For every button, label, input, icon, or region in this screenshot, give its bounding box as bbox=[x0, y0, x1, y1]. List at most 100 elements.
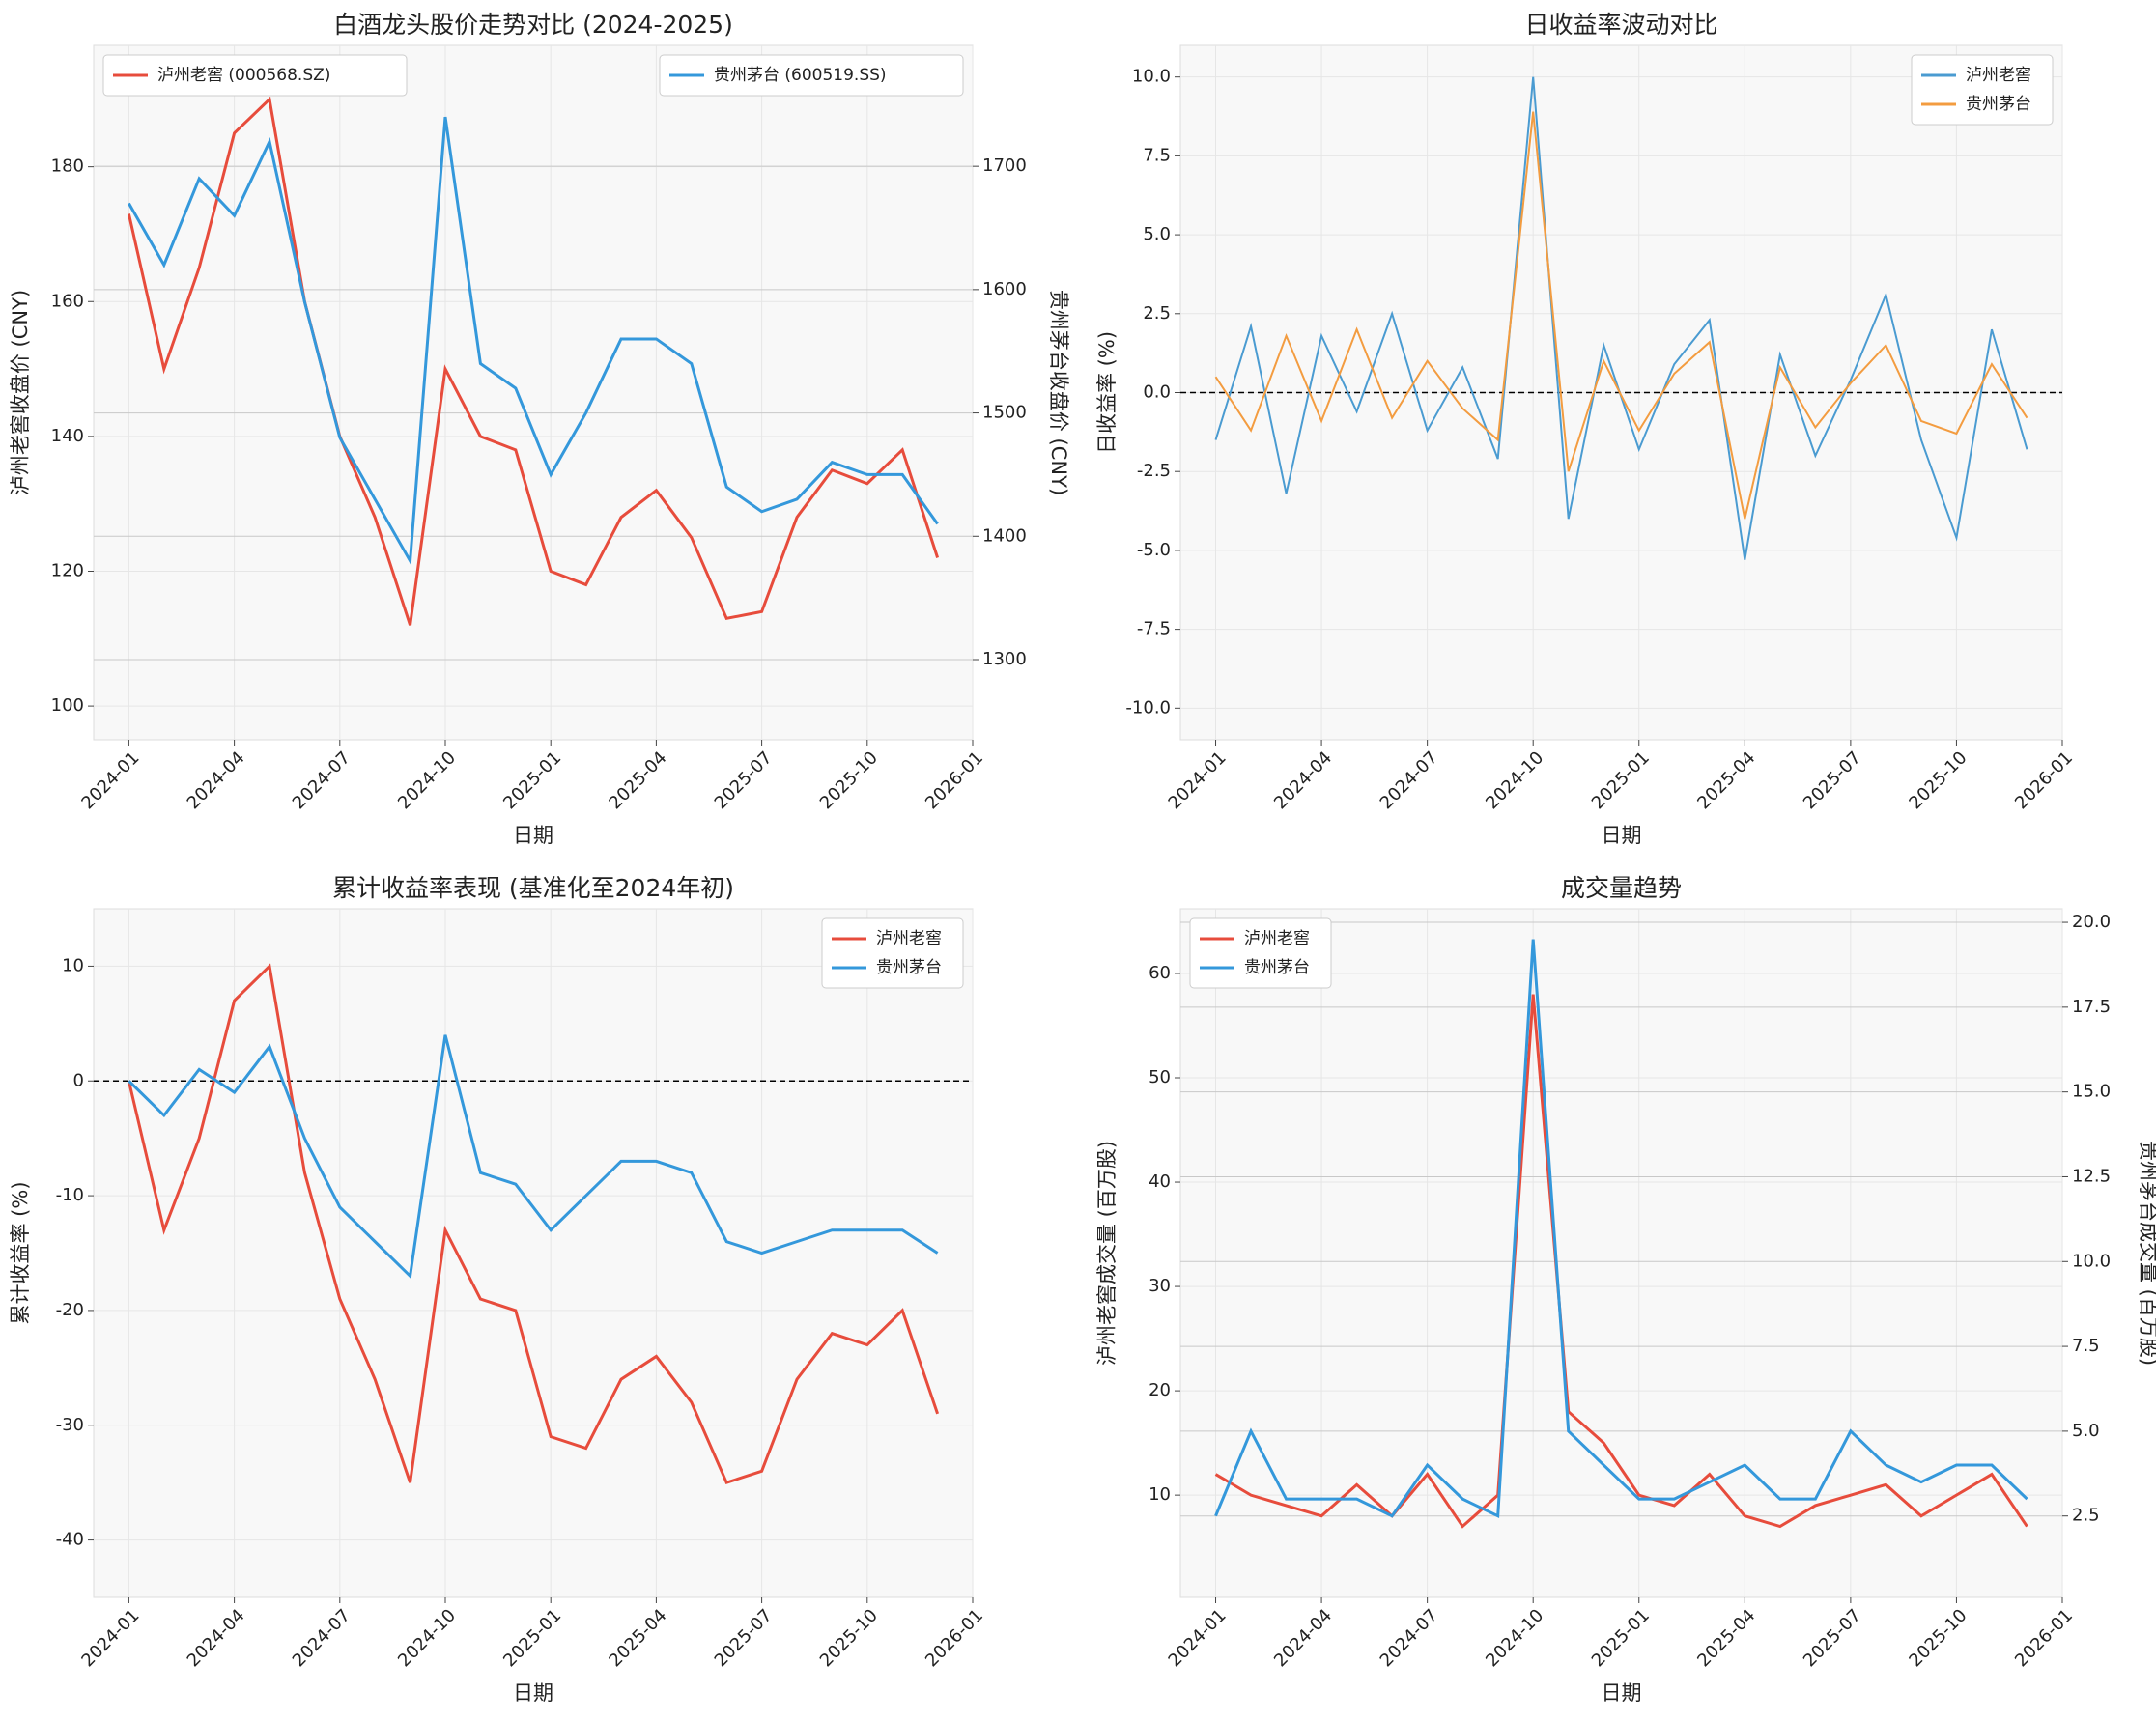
x-axis-label: 日期 bbox=[513, 824, 553, 847]
legend-box bbox=[1911, 54, 2054, 126]
x-tick-label: 2026-01 bbox=[2011, 1605, 2077, 1671]
x-tick-label: 2025-01 bbox=[1588, 748, 1654, 813]
chart-title: 白酒龙头股价走势对比 (2024-2025) bbox=[333, 11, 733, 39]
y-tick-label: 10.0 bbox=[1132, 67, 1171, 87]
y-tick-label: 10 bbox=[1149, 1484, 1171, 1505]
y-tick-label: -40 bbox=[56, 1530, 84, 1550]
x-tick-label: 2025-01 bbox=[1588, 1605, 1654, 1671]
x-axis-label: 日期 bbox=[1602, 1681, 1642, 1705]
x-tick-label: 2025-07 bbox=[1800, 1605, 1865, 1671]
series-line bbox=[1214, 939, 2028, 1519]
legend-box bbox=[1189, 917, 1332, 989]
series-line bbox=[128, 116, 939, 566]
x-tick-label: 2024-07 bbox=[289, 748, 355, 813]
x-tick-label: 2024-04 bbox=[1270, 1605, 1336, 1671]
y-tick-label: -20 bbox=[56, 1300, 84, 1320]
x-tick-label: 2024-01 bbox=[1165, 1605, 1231, 1671]
legend-label: 贵州茅台 bbox=[876, 958, 942, 977]
legend-box bbox=[821, 917, 964, 989]
y-axis-label: 泸州老窖成交量 (百万股) bbox=[1095, 1141, 1119, 1366]
plot-area bbox=[93, 908, 974, 1598]
x-tick-label: 2025-01 bbox=[499, 1605, 565, 1671]
x-tick-label: 2024-01 bbox=[77, 1605, 143, 1671]
x-tick-label: 2026-01 bbox=[922, 1605, 987, 1671]
y2-tick-label: 7.5 bbox=[2072, 1336, 2100, 1356]
legend-label: 泸州老窖 (000568.SZ) bbox=[157, 66, 330, 85]
x-tick-label: 2026-01 bbox=[2011, 748, 2077, 813]
legend-label: 贵州茅台 bbox=[1244, 958, 1310, 977]
y-tick-label: 7.5 bbox=[1143, 145, 1171, 165]
series-line bbox=[127, 96, 940, 626]
legend-label: 泸州老窖 bbox=[1244, 929, 1310, 948]
x-tick-label: 2024-04 bbox=[184, 748, 249, 813]
x-tick-label: 2025-07 bbox=[711, 1605, 777, 1671]
x-axis-label: 日期 bbox=[513, 1681, 553, 1705]
plot-area bbox=[93, 44, 974, 741]
y-tick-label: 0 bbox=[73, 1070, 84, 1090]
x-tick-label: 2025-10 bbox=[1905, 748, 1971, 813]
x-tick-label: 2025-04 bbox=[605, 1605, 670, 1671]
y-tick-label: 20 bbox=[1149, 1380, 1171, 1400]
x-tick-label: 2025-01 bbox=[499, 748, 565, 813]
series-line bbox=[128, 1034, 939, 1280]
y-axis-label: 泸州老窖收盘价 (CNY) bbox=[9, 290, 32, 495]
y2-tick-label: 15.0 bbox=[2072, 1082, 2111, 1102]
x-tick-label: 2024-04 bbox=[1270, 748, 1336, 813]
y-tick-label: 50 bbox=[1149, 1067, 1171, 1087]
y-tick-label: 10 bbox=[62, 955, 84, 975]
legend-label: 泸州老窖 bbox=[876, 929, 942, 948]
chart-title: 成交量趋势 bbox=[1561, 874, 1682, 902]
y-tick-label: 2.5 bbox=[1143, 303, 1171, 324]
y-tick-label: 100 bbox=[51, 695, 84, 716]
x-tick-label: 2024-01 bbox=[77, 748, 143, 813]
x-tick-label: 2024-10 bbox=[1482, 748, 1547, 813]
x-tick-label: 2025-04 bbox=[605, 748, 670, 813]
chart-title: 日收益率波动对比 bbox=[1524, 11, 1717, 39]
y-tick-label: -5.0 bbox=[1137, 540, 1171, 560]
y2-tick-label: 1400 bbox=[982, 525, 1027, 546]
y-tick-label: 160 bbox=[51, 291, 84, 311]
x-tick-label: 2025-04 bbox=[1693, 748, 1759, 813]
y2-tick-label: 20.0 bbox=[2072, 912, 2111, 932]
y2-tick-label: 5.0 bbox=[2072, 1421, 2100, 1441]
legend-label: 泸州老窖 bbox=[1966, 66, 2031, 85]
x-tick-label: 2024-10 bbox=[394, 1605, 460, 1671]
x-axis-label: 日期 bbox=[1602, 824, 1642, 847]
y-tick-label: 40 bbox=[1149, 1171, 1171, 1192]
y-tick-label: 0.0 bbox=[1143, 382, 1171, 403]
x-tick-label: 2025-10 bbox=[816, 1605, 882, 1671]
x-tick-label: 2025-07 bbox=[1800, 748, 1865, 813]
plot-area bbox=[1179, 908, 2063, 1598]
legend-label: 贵州茅台 bbox=[1966, 95, 2031, 114]
y-tick-label: 60 bbox=[1149, 963, 1171, 983]
legend-label: 贵州茅台 (600519.SS) bbox=[714, 66, 887, 85]
y-tick-label: -2.5 bbox=[1137, 461, 1171, 481]
y-tick-label: 120 bbox=[51, 560, 84, 580]
y-tick-label: 140 bbox=[51, 426, 84, 446]
y-tick-label: -7.5 bbox=[1137, 619, 1171, 639]
chart-title: 累计收益率表现 (基准化至2024年初) bbox=[332, 874, 734, 902]
y2-axis-label: 贵州茅台收盘价 (CNY) bbox=[1047, 290, 1070, 495]
legend: 贵州茅台 (600519.SS) bbox=[659, 54, 964, 97]
series-line bbox=[1214, 111, 2028, 520]
x-tick-label: 2024-04 bbox=[184, 1605, 249, 1671]
y2-tick-label: 2.5 bbox=[2072, 1506, 2100, 1526]
y-tick-label: 30 bbox=[1149, 1276, 1171, 1296]
x-tick-label: 2024-07 bbox=[289, 1605, 355, 1671]
y2-axis-label: 贵州茅台成交量 (百万股) bbox=[2137, 1141, 2156, 1366]
legend-box bbox=[102, 54, 408, 97]
x-tick-label: 2024-10 bbox=[1482, 1605, 1547, 1671]
series-line bbox=[1214, 994, 2028, 1529]
y-tick-label: 180 bbox=[51, 156, 84, 177]
x-tick-label: 2024-01 bbox=[1165, 748, 1231, 813]
x-tick-label: 2025-10 bbox=[1905, 1605, 1971, 1671]
y2-tick-label: 12.5 bbox=[2072, 1166, 2111, 1186]
x-tick-label: 2024-07 bbox=[1376, 748, 1442, 813]
x-tick-label: 2025-04 bbox=[1693, 1605, 1759, 1671]
series-line bbox=[127, 963, 940, 1485]
legend: 泸州老窖 (000568.SZ) bbox=[102, 54, 408, 97]
